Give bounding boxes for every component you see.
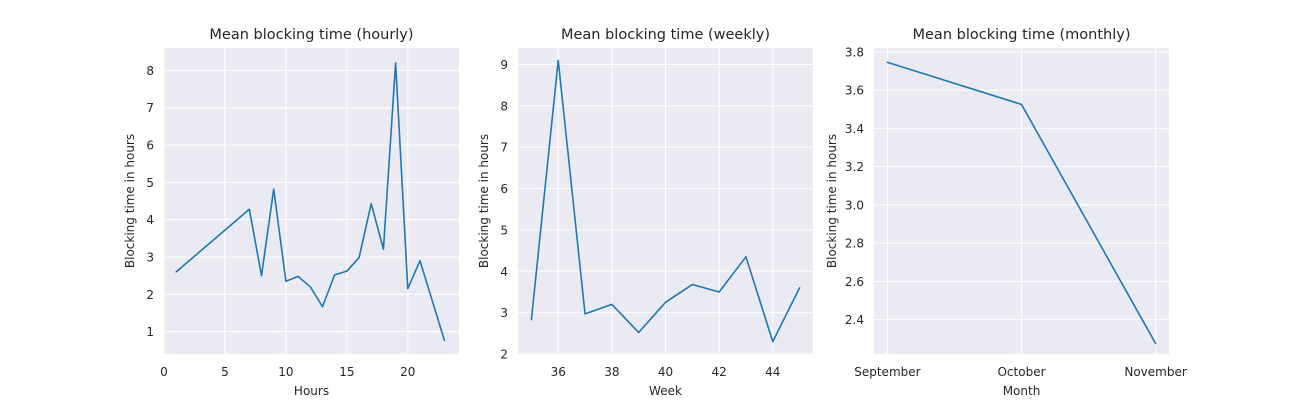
x-tick-label: 0: [160, 365, 168, 379]
x-tick-label: October: [997, 365, 1045, 379]
series-line-0: [175, 62, 446, 341]
y-tick-label: 5: [500, 223, 508, 237]
y-tick-label: 3.2: [845, 160, 864, 174]
y-tick-label: 2: [146, 288, 154, 302]
x-tick-label: 10: [278, 365, 293, 379]
y-tick-label: 2.4: [845, 313, 864, 327]
y-tick-label: 5: [146, 176, 154, 190]
y-axis-label: Blocking time in hours: [825, 134, 839, 268]
y-tick-label: 2: [500, 348, 508, 362]
y-tick-label: 2.8: [845, 237, 864, 251]
x-tick-label: 40: [658, 365, 673, 379]
x-axis-label: Hours: [294, 384, 329, 398]
y-tick-label: 8: [146, 64, 154, 78]
chart-title: Mean blocking time (monthly): [913, 27, 1131, 43]
x-tick-label: September: [854, 365, 920, 379]
y-tick-label: 3: [146, 250, 154, 264]
y-tick-label: 3.4: [845, 122, 864, 136]
x-tick-label: 38: [604, 365, 619, 379]
x-axis-label: Week: [649, 384, 682, 398]
x-tick-label: 36: [551, 365, 566, 379]
y-tick-label: 4: [146, 213, 154, 227]
x-tick-label: 5: [221, 365, 229, 379]
y-tick-label: 7: [500, 141, 508, 155]
x-tick-label: 20: [400, 365, 415, 379]
chart-title: Mean blocking time (weekly): [561, 27, 770, 43]
series-line-0: [530, 59, 801, 343]
y-axis-label: Blocking time in hours: [123, 134, 137, 268]
series-line-0: [886, 61, 1157, 345]
x-tick-label: November: [1124, 365, 1186, 379]
y-tick-label: 6: [500, 182, 508, 196]
x-axis-label: Month: [1003, 384, 1041, 398]
y-tick-label: 3.6: [845, 84, 864, 98]
chart-panel-0: 0 5 10 15 20 1 2 3 4 5 6 7 8 Mean blocking time (hour…: [123, 27, 459, 398]
y-tick-label: 9: [500, 58, 508, 72]
y-tick-label: 7: [146, 101, 154, 115]
x-tick-label: 44: [765, 365, 780, 379]
chart-title: Mean blocking time (hourly): [209, 27, 413, 43]
y-tick-label: 8: [500, 99, 508, 113]
y-tick-label: 3.8: [845, 45, 864, 59]
x-tick-label: 15: [339, 365, 354, 379]
y-tick-label: 4: [500, 265, 508, 279]
x-tick-label: 42: [711, 365, 726, 379]
plot-area: [164, 48, 459, 354]
y-tick-label: 3: [500, 306, 508, 320]
y-tick-label: 6: [146, 139, 154, 153]
y-tick-label: 3.0: [845, 198, 864, 212]
chart-panel-2: September October November 2.4 2.6 2.8 3.0 3.2 3…: [825, 27, 1187, 398]
y-tick-label: 2.6: [845, 275, 864, 289]
y-axis-label: Blocking time in hours: [477, 134, 491, 268]
chart-panel-1: 36 38 40 42 44 2 3 4 5 6 7 8 9 Mean blocking time (we…: [477, 27, 813, 398]
y-tick-label: 1: [146, 325, 154, 339]
